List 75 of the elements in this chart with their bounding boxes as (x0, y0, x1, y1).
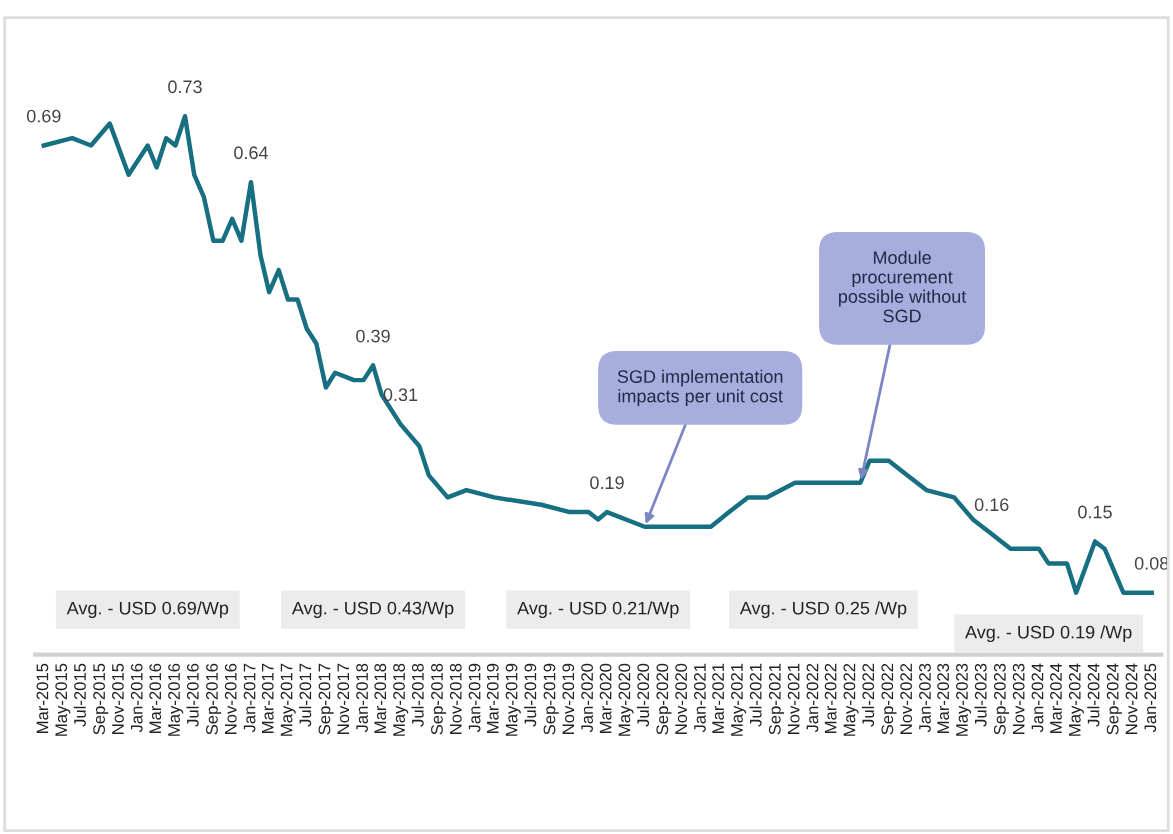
x-tick-label: Sep-2016 (206, 663, 222, 735)
data-label: 0.31 (383, 388, 418, 402)
x-tick-label: Jul-2019 (524, 663, 537, 727)
x-tick-label: May-2015 (55, 663, 71, 736)
x-tick-label: Mar-2015 (36, 663, 49, 733)
x-tick-label: May-2020 (618, 663, 634, 736)
x-tick-label: Mar-2019 (486, 663, 499, 733)
x-tick-label: Nov-2023 (1012, 663, 1025, 734)
x-tick-label: Jan-2024 (1031, 663, 1044, 733)
x-tick-label: Jan-2025 (1144, 663, 1157, 733)
data-label: 0.16 (974, 498, 1009, 512)
x-tick-label: Nov-2018 (449, 663, 462, 734)
x-tick-label: Sep-2018 (431, 663, 447, 735)
x-tick-label: May-2023 (956, 663, 972, 736)
text: Avg. - USD 0.69/Wp (66, 601, 229, 619)
x-tick-label: Sep-2020 (656, 663, 672, 735)
x-tick-label: Jan-2020 (581, 663, 593, 733)
x-tick-label: Mar-2024 (1050, 663, 1062, 733)
data-label: 0.39 (356, 329, 390, 343)
x-tick-label: Sep-2024 (1106, 663, 1122, 735)
x-tick-label: Mar-2018 (374, 663, 387, 733)
x-tick-label: Sep-2017 (318, 663, 334, 735)
x-tick-label: Sep-2022 (881, 663, 897, 735)
x-tick-label: Nov-2024 (1125, 663, 1138, 734)
x-tick-label: Jan-2023 (919, 663, 931, 733)
x-tick-label: Jul-2021 (749, 663, 762, 727)
x-tick-label: Jul-2018 (411, 663, 424, 727)
x-tick-label: Nov-2021 (787, 663, 800, 734)
data-label: 0.64 (234, 146, 269, 160)
annotation: Module procurement possible without SGD (839, 250, 967, 323)
x-tick-label: Mar-2021 (712, 663, 724, 733)
x-tick-label: Jul-2016 (186, 663, 199, 727)
x-tick-label: May-2019 (505, 663, 521, 736)
x-tick-label: Mar-2017 (261, 663, 274, 733)
x-tick-label: May-2017 (280, 663, 296, 736)
x-tick-label: Jan-2018 (356, 663, 368, 733)
x-tick-label: Nov-2017 (337, 663, 350, 734)
x-tick-label: May-2016 (168, 663, 184, 736)
x-tick-label: Nov-2022 (900, 663, 913, 734)
x-tick-label: Nov-2019 (562, 663, 575, 734)
x-tick-label: May-2024 (1068, 663, 1084, 736)
x-tick-label: Sep-2019 (543, 663, 559, 735)
x-tick-label: Nov-2016 (224, 663, 237, 734)
x-tick-label: Jul-2024 (1087, 663, 1100, 727)
data-label: 0.19 (590, 476, 624, 490)
x-tick-label: Jul-2015 (73, 663, 86, 727)
text: Avg. - USD 0.21/Wp (517, 601, 679, 619)
x-tick-label: May-2018 (393, 663, 409, 736)
x-tick-label: Jul-2022 (861, 663, 875, 727)
x-tick-label: Jan-2017 (243, 663, 256, 733)
x-tick-label: Mar-2016 (149, 663, 162, 733)
text: Avg. - USD 0.19 /Wp (965, 625, 1132, 643)
text: Avg. - USD 0.25 /Wp (739, 601, 907, 619)
x-tick-label: May-2021 (731, 663, 747, 736)
x-tick-label: Nov-2020 (675, 663, 688, 734)
x-tick-label: May-2022 (843, 663, 859, 736)
data-label: 0.69 (26, 109, 61, 123)
x-tick-label: Jan-2016 (130, 663, 143, 733)
x-tick-label: Mar-2022 (824, 663, 837, 733)
x-tick-label: Jul-2020 (636, 663, 650, 727)
x-tick-label: Mar-2023 (937, 663, 950, 733)
x-tick-label: Mar-2020 (599, 663, 612, 733)
x-tick-label: Nov-2015 (112, 663, 124, 734)
x-tick-label: Jan-2019 (468, 663, 481, 733)
text: Avg. - USD 0.43/Wp (291, 601, 454, 619)
x-tick-label: Jan-2021 (694, 663, 706, 733)
x-tick-label: Sep-2023 (993, 663, 1010, 735)
data-label: 0.73 (168, 80, 202, 94)
x-tick-label: Sep-2015 (93, 663, 109, 735)
data-label: 0.15 (1078, 505, 1112, 519)
x-tick-label: Jan-2022 (806, 663, 819, 733)
x-tick-label: Jul-2017 (299, 663, 312, 727)
x-tick-label: Jul-2023 (974, 663, 987, 727)
annotation: SGD implementation impacts per unit cost (617, 369, 783, 406)
x-tick-label: Sep-2021 (768, 663, 785, 735)
